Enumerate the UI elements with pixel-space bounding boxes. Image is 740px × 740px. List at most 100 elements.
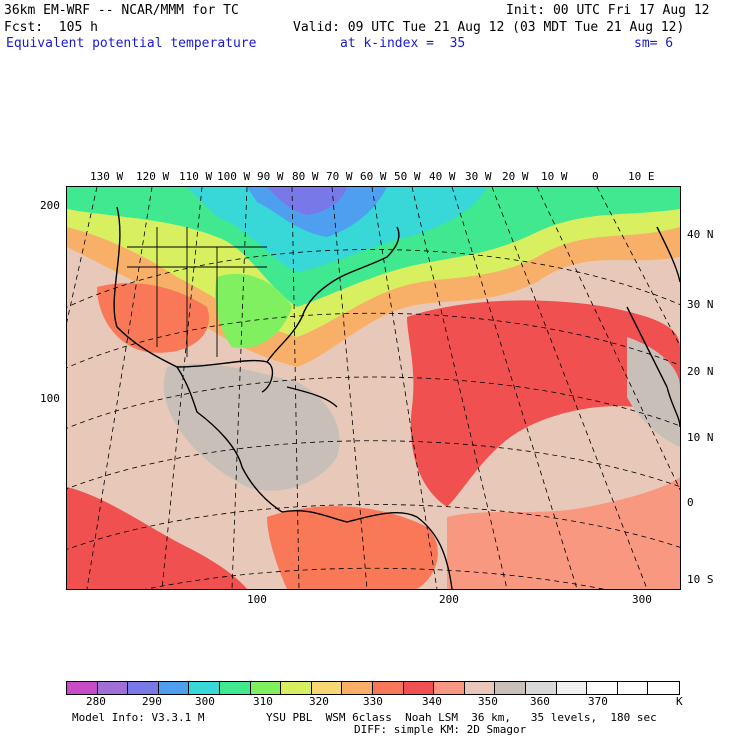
- color-swatch: [128, 682, 159, 694]
- lon-label: 100 W: [217, 170, 251, 183]
- lon-label: 10 W: [541, 170, 568, 183]
- graticule-line: [331, 187, 368, 589]
- lon-label: 10 E: [628, 170, 655, 183]
- color-swatch: [158, 682, 190, 694]
- scale-unit: K: [676, 695, 683, 708]
- graticule-line: [231, 187, 248, 589]
- level-info: at k-index = 35: [340, 36, 466, 51]
- grid-x-label: 100: [247, 593, 267, 606]
- scale-label: 340: [422, 695, 442, 708]
- graticule-line: [67, 312, 680, 369]
- graticule-line: [596, 187, 680, 347]
- lon-label: 60 W: [360, 170, 387, 183]
- color-swatch: [434, 682, 465, 694]
- southern-warm-area: [447, 477, 680, 589]
- graticule-line: [451, 187, 578, 589]
- coastline-path: [626, 306, 680, 428]
- lon-label: 30 W: [465, 170, 492, 183]
- lat-label: 10 N: [687, 431, 714, 444]
- map-panel: [66, 186, 681, 590]
- pacific-warm-area: [67, 487, 247, 589]
- model-info: Model Info: V3.3.1 M: [72, 711, 205, 724]
- color-swatch: [250, 682, 282, 694]
- color-swatch: [67, 682, 98, 694]
- grid-x-label: 200: [439, 593, 459, 606]
- scale-label: 280: [86, 695, 106, 708]
- color-swatch: [403, 682, 435, 694]
- coastline-path: [286, 386, 338, 408]
- lat-label: 0: [687, 496, 694, 509]
- color-swatch: [464, 682, 496, 694]
- theta-e-map: [67, 187, 680, 589]
- graticule-line: [291, 187, 300, 589]
- coastline-path: [656, 226, 680, 283]
- graticule-line: [411, 187, 508, 589]
- lon-label: 90 W: [257, 170, 284, 183]
- lon-label: 0: [592, 170, 599, 183]
- scale-label: 300: [195, 695, 215, 708]
- graticule: [67, 187, 680, 589]
- lon-label: 110 W: [179, 170, 213, 183]
- lon-label: 130 W: [90, 170, 124, 183]
- diffusion-info: DIFF: simple KM: 2D Smagor: [354, 723, 527, 736]
- us-east-area: [215, 273, 292, 348]
- graticule-line: [86, 187, 153, 589]
- forecast-hour: Fcst: 105 h: [4, 20, 98, 35]
- africa-gray-area: [627, 337, 680, 447]
- lon-label: 70 W: [326, 170, 353, 183]
- graticule-line: [67, 376, 680, 429]
- color-swatch: [587, 682, 618, 694]
- coastline-path: [266, 226, 400, 363]
- graticule-line: [536, 187, 680, 491]
- smoothing-info: sm= 6: [634, 36, 674, 51]
- scale-label: 360: [530, 695, 550, 708]
- model-title: 36km EM-WRF -- NCAR/MMM for TC: [4, 3, 239, 18]
- coastline-path: [113, 206, 283, 513]
- color-scale: [66, 681, 680, 695]
- color-swatch: [189, 682, 220, 694]
- coastlines: [113, 206, 680, 589]
- scale-label: 320: [309, 695, 329, 708]
- graticule-line: [161, 187, 203, 589]
- grid-x-label: 300: [632, 593, 652, 606]
- state-borders: [127, 227, 267, 357]
- color-swatch: [556, 682, 588, 694]
- atlantic-warm-band: [407, 300, 680, 507]
- scale-label: 310: [253, 695, 273, 708]
- graticule-line: [67, 504, 680, 550]
- color-swatch: [342, 682, 373, 694]
- lat-label: 20 N: [687, 365, 714, 378]
- color-swatch: [648, 682, 679, 694]
- color-swatch: [97, 682, 129, 694]
- coastline-path: [176, 359, 274, 393]
- color-swatch: [281, 682, 312, 694]
- graticule-line: [67, 440, 680, 490]
- scale-label: 370: [588, 695, 608, 708]
- scale-label: 350: [478, 695, 498, 708]
- color-swatch: [525, 682, 557, 694]
- coastline-path: [281, 509, 453, 589]
- lon-label: 40 W: [429, 170, 456, 183]
- field-name: Equivalent potential temperature: [6, 36, 257, 51]
- color-swatch: [617, 682, 649, 694]
- color-swatch: [311, 682, 343, 694]
- coldest-core: [267, 187, 347, 215]
- color-swatch: [372, 682, 404, 694]
- valid-time: Valid: 09 UTC Tue 21 Aug 12 (03 MDT Tue …: [293, 20, 685, 35]
- scale-label: 290: [142, 695, 162, 708]
- lat-label: 30 N: [687, 298, 714, 311]
- graticule-line: [371, 187, 438, 589]
- lon-label: 50 W: [394, 170, 421, 183]
- lon-label: 20 W: [502, 170, 529, 183]
- scale-label: 330: [363, 695, 383, 708]
- graticule-line: [67, 249, 680, 308]
- grid-y-label: 100: [40, 392, 60, 405]
- lat-label: 10 S: [687, 573, 714, 586]
- color-swatch: [219, 682, 251, 694]
- color-swatch: [495, 682, 526, 694]
- lat-label: 40 N: [687, 228, 714, 241]
- lon-label: 80 W: [292, 170, 319, 183]
- physics-info: YSU PBL WSM 6class Noah LSM 36 km, 35 le…: [266, 711, 657, 724]
- init-time: Init: 00 UTC Fri 17 Aug 12: [506, 3, 710, 18]
- grid-y-label: 200: [40, 199, 60, 212]
